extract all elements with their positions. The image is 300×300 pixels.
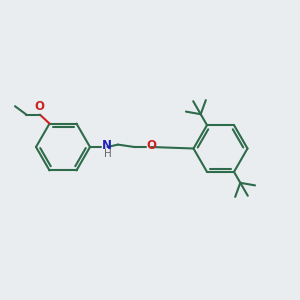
Text: O: O (147, 139, 157, 152)
Text: O: O (34, 100, 44, 112)
Text: N: N (102, 139, 112, 152)
Text: H: H (104, 148, 112, 159)
